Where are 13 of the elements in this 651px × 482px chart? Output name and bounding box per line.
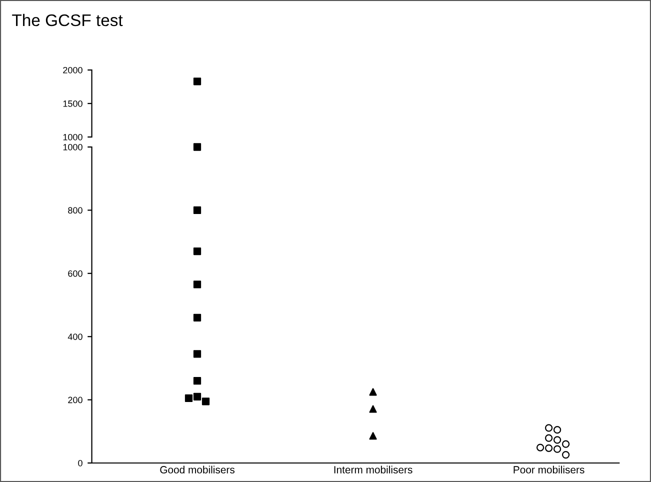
- y-tick-label: 600: [68, 270, 82, 277]
- y-tick-label: 2000: [63, 66, 82, 74]
- y-tick-label: 1000: [63, 134, 82, 140]
- y-tick-label: 800: [68, 207, 82, 214]
- x-tick-label: Good mobilisers: [160, 466, 235, 474]
- x-tick-label: Poor mobilisers: [514, 466, 584, 474]
- x-tick-label: Interm mobilisers: [334, 466, 412, 474]
- chart-title: The GCSF test: [12, 14, 123, 26]
- y-tick-label: 0: [78, 460, 82, 466]
- y-tick-label: 1000: [63, 144, 82, 150]
- y-tick-label: 1500: [63, 100, 82, 107]
- y-tick-label: 400: [68, 334, 82, 340]
- y-tick-label: 200: [68, 396, 82, 404]
